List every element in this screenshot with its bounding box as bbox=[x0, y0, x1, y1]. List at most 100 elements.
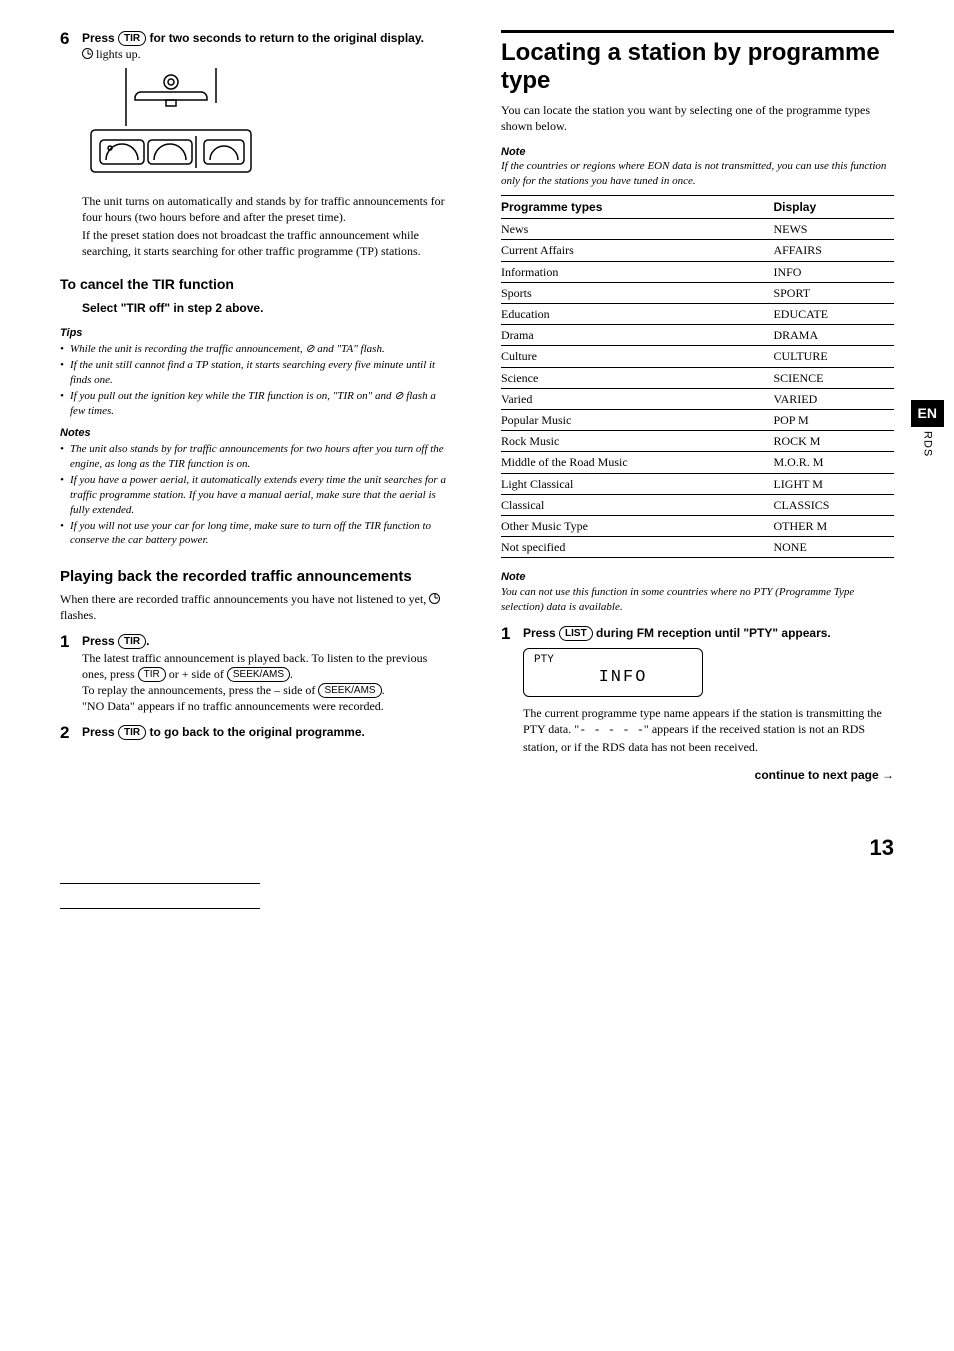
table-cell: OTHER M bbox=[773, 515, 894, 536]
table-cell: Classical bbox=[501, 494, 773, 515]
tips-list: While the unit is recording the traffic … bbox=[60, 342, 453, 418]
table-cell: Drama bbox=[501, 325, 773, 346]
note-item: The unit also stands by for traffic anno… bbox=[60, 442, 453, 472]
table-cell: AFFAIRS bbox=[773, 240, 894, 261]
table-cell: Information bbox=[501, 261, 773, 282]
step-text: Press bbox=[82, 725, 118, 739]
lcd-top-line: PTY bbox=[534, 653, 692, 668]
table-header: Display bbox=[773, 196, 894, 219]
note-item: If you have a power aerial, it automatic… bbox=[60, 473, 453, 518]
key-seek-ams: SEEK/AMS bbox=[227, 667, 290, 682]
body-text: The current programme type name appears … bbox=[523, 705, 894, 755]
left-column: 6 Press TIR for two seconds to return to… bbox=[60, 30, 453, 933]
step-text: for two seconds to return to the origina… bbox=[146, 31, 424, 45]
page-title: Locating a station by programme type bbox=[501, 39, 894, 94]
tips-heading: Tips bbox=[60, 326, 453, 341]
section-heading: Playing back the recorded traffic announ… bbox=[60, 568, 453, 587]
text: . bbox=[290, 667, 293, 681]
subheading: To cancel the TIR function bbox=[60, 275, 453, 294]
key-list: LIST bbox=[559, 626, 593, 641]
key-tir: TIR bbox=[118, 634, 146, 649]
table-cell: Not specified bbox=[501, 537, 773, 558]
key-tir: TIR bbox=[118, 725, 146, 740]
table-cell: NONE bbox=[773, 537, 894, 558]
text: To replay the announcements, press the –… bbox=[82, 683, 318, 697]
tip-item: If the unit still cannot find a TP stati… bbox=[60, 358, 453, 388]
table-cell: Varied bbox=[501, 388, 773, 409]
step-text: during FM reception until "PTY" appears. bbox=[593, 626, 831, 640]
clock-icon bbox=[82, 48, 93, 59]
table-cell: Rock Music bbox=[501, 431, 773, 452]
body-text: The unit turns on automatically and stan… bbox=[82, 193, 453, 225]
step-text: . bbox=[146, 634, 149, 648]
table-row: Light ClassicalLIGHT M bbox=[501, 473, 894, 494]
note-heading: Note bbox=[501, 145, 894, 160]
note-heading: Note bbox=[501, 570, 894, 585]
text: "NO Data" appears if no traffic announce… bbox=[82, 698, 453, 714]
table-cell: CLASSICS bbox=[773, 494, 894, 515]
table-row: InformationINFO bbox=[501, 261, 894, 282]
table-cell: SPORT bbox=[773, 282, 894, 303]
step-1: 1 Press TIR. The latest traffic announce… bbox=[60, 633, 453, 714]
table-row: SportsSPORT bbox=[501, 282, 894, 303]
text: . bbox=[382, 683, 385, 697]
programme-types-table: Programme types Display NewsNEWSCurrent … bbox=[501, 195, 894, 558]
notes-heading: Notes bbox=[60, 426, 453, 441]
table-row: ScienceSCIENCE bbox=[501, 367, 894, 388]
table-row: ClassicalCLASSICS bbox=[501, 494, 894, 515]
body-text: If the preset station does not broadcast… bbox=[82, 227, 453, 259]
step-2: 2 Press TIR to go back to the original p… bbox=[60, 724, 453, 743]
lcd-display: PTY INFO bbox=[523, 648, 703, 698]
text: or + side of bbox=[166, 667, 227, 681]
table-cell: M.O.R. M bbox=[773, 452, 894, 473]
text: When there are recorded traffic announce… bbox=[60, 592, 429, 606]
en-badge: EN bbox=[911, 400, 944, 427]
table-header: Programme types bbox=[501, 196, 773, 219]
body-text: When there are recorded traffic announce… bbox=[60, 591, 453, 623]
step-text: lights up. bbox=[93, 47, 141, 61]
step-text: Press bbox=[82, 31, 118, 45]
table-row: VariedVARIED bbox=[501, 388, 894, 409]
table-cell: POP M bbox=[773, 409, 894, 430]
table-cell: Education bbox=[501, 304, 773, 325]
table-row: Other Music TypeOTHER M bbox=[501, 515, 894, 536]
table-cell: EDUCATE bbox=[773, 304, 894, 325]
table-cell: ROCK M bbox=[773, 431, 894, 452]
table-cell: SCIENCE bbox=[773, 367, 894, 388]
right-column: EN RDS Locating a station by programme t… bbox=[501, 30, 894, 933]
clock-icon bbox=[429, 593, 440, 604]
table-row: Popular MusicPOP M bbox=[501, 409, 894, 430]
key-tir: TIR bbox=[118, 31, 146, 46]
table-row: NewsNEWS bbox=[501, 219, 894, 240]
tip-item: While the unit is recording the traffic … bbox=[60, 342, 453, 357]
step-text: to go back to the original programme. bbox=[146, 725, 365, 739]
table-row: EducationEDUCATE bbox=[501, 304, 894, 325]
table-cell: Popular Music bbox=[501, 409, 773, 430]
dash-text: - - - - - bbox=[579, 723, 644, 737]
key-seek-ams: SEEK/AMS bbox=[318, 683, 381, 698]
lcd-main-line: INFO bbox=[534, 667, 692, 690]
step-6: 6 Press TIR for two seconds to return to… bbox=[60, 30, 453, 62]
table-cell: Current Affairs bbox=[501, 240, 773, 261]
step-text: Press bbox=[523, 626, 559, 640]
rds-label: RDS bbox=[920, 431, 935, 457]
page-number: 13 bbox=[501, 833, 894, 863]
table-row: DramaDRAMA bbox=[501, 325, 894, 346]
unit-diagram bbox=[86, 68, 453, 182]
tip-item: If you pull out the ignition key while t… bbox=[60, 389, 453, 419]
step-number: 1 bbox=[501, 625, 523, 644]
step-text: Press bbox=[82, 634, 118, 648]
table-row: Middle of the Road MusicM.O.R. M bbox=[501, 452, 894, 473]
table-cell: Light Classical bbox=[501, 473, 773, 494]
text: flashes. bbox=[60, 608, 96, 622]
right-step-1: 1 Press LIST during FM reception until "… bbox=[501, 625, 894, 644]
table-cell: DRAMA bbox=[773, 325, 894, 346]
table-cell: Other Music Type bbox=[501, 515, 773, 536]
note-item: If you will not use your car for long ti… bbox=[60, 519, 453, 549]
table-row: CultureCULTURE bbox=[501, 346, 894, 367]
step-text: Select "TIR off" in step 2 above. bbox=[82, 300, 453, 316]
note-text: If the countries or regions where EON da… bbox=[501, 159, 894, 189]
step-number: 6 bbox=[60, 30, 82, 62]
note-text: You can not use this function in some co… bbox=[501, 585, 894, 615]
table-cell: News bbox=[501, 219, 773, 240]
